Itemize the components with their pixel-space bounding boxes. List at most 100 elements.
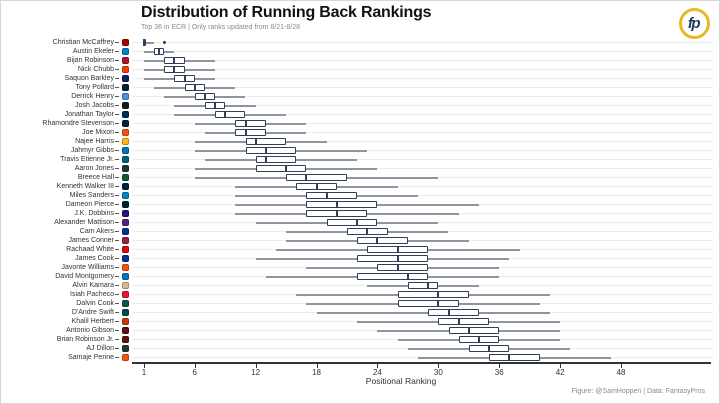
x-axis-line xyxy=(132,362,711,364)
boxplot-row: Christian McCaffrey xyxy=(1,38,719,47)
boxplot-row: Nick Chubb xyxy=(1,65,719,74)
boxplot-row: Alvin Kamara xyxy=(1,281,719,290)
boxplot-plot-area xyxy=(132,173,719,182)
boxplot-plot-area xyxy=(132,326,719,335)
median-line xyxy=(244,129,247,136)
player-label: Rhamondre Stevenson xyxy=(42,120,114,127)
boxplot-row: Jahmyr Gibbs xyxy=(1,146,719,155)
team-logo-icon xyxy=(122,192,129,199)
iqr-box xyxy=(357,255,429,262)
boxplot-row: Rachaad White xyxy=(1,245,719,254)
boxplot-row: D'Andre Swift xyxy=(1,308,719,317)
team-logo-cell xyxy=(119,237,132,244)
boxplot-plot-area xyxy=(132,272,719,281)
iqr-box xyxy=(235,129,266,136)
player-label: Cam Akers xyxy=(79,228,114,235)
team-logo-icon xyxy=(122,102,129,109)
boxplot-plot-area xyxy=(132,200,719,209)
median-line xyxy=(224,111,227,118)
player-label: Brian Robinson Jr. xyxy=(56,336,114,343)
team-logo-cell xyxy=(119,57,132,64)
team-logo-cell xyxy=(119,183,132,190)
team-logo-icon xyxy=(122,282,129,289)
team-logo-icon xyxy=(122,138,129,145)
x-tick-label: 42 xyxy=(555,368,565,377)
x-tick-mark xyxy=(255,363,257,368)
y-tick-mark xyxy=(115,177,119,178)
median-line xyxy=(254,138,257,145)
team-logo-icon xyxy=(122,345,129,352)
player-label: Joe Mixon xyxy=(82,129,114,136)
row-gridline xyxy=(132,141,713,142)
y-tick-mark xyxy=(115,186,119,187)
x-tick-label: 48 xyxy=(616,368,626,377)
boxplot-row: Miles Sanders xyxy=(1,191,719,200)
team-logo-icon xyxy=(122,219,129,226)
team-logo-cell xyxy=(119,210,132,217)
whisker-line xyxy=(144,41,155,44)
team-logo-icon xyxy=(122,129,129,136)
boxplot-plot-area xyxy=(132,263,719,272)
player-label: Dameon Pierce xyxy=(65,201,114,208)
x-tick-mark xyxy=(499,363,501,368)
player-label: Aaron Jones xyxy=(74,165,114,172)
team-logo-icon xyxy=(122,93,129,100)
median-line xyxy=(427,282,430,289)
boxplot-row: James Conner xyxy=(1,236,719,245)
chart-subtitle: Top 36 in ECR | Only ranks updated from … xyxy=(141,24,301,31)
boxplot-plot-area xyxy=(132,137,719,146)
y-tick-mark xyxy=(115,231,119,232)
median-line xyxy=(143,39,145,46)
team-logo-cell xyxy=(119,84,132,91)
iqr-box xyxy=(245,147,297,154)
boxplot-row: Kenneth Walker III xyxy=(1,182,719,191)
team-logo-icon xyxy=(122,66,129,73)
boxplot-row: Bijan Robinson xyxy=(1,56,719,65)
median-line xyxy=(396,264,399,271)
team-logo-icon xyxy=(122,183,129,190)
median-line xyxy=(447,309,450,316)
boxplot-row: Josh Jacobs xyxy=(1,101,719,110)
y-tick-mark xyxy=(115,150,119,151)
team-logo-icon xyxy=(122,309,129,316)
team-logo-icon xyxy=(122,174,129,181)
player-label: Jahmyr Gibbs xyxy=(70,147,114,154)
player-label: Javonte Williams xyxy=(61,264,114,271)
y-tick-mark xyxy=(115,303,119,304)
iqr-box xyxy=(215,111,246,118)
y-tick-mark xyxy=(115,276,119,277)
team-logo-cell xyxy=(119,300,132,307)
median-line xyxy=(173,66,176,73)
row-gridline xyxy=(132,60,713,61)
boxplot-plot-area xyxy=(132,299,719,308)
player-label: AJ Dillon xyxy=(86,345,114,352)
player-label: Josh Jacobs xyxy=(75,102,114,109)
boxplot-plot-area xyxy=(132,344,719,353)
iqr-box xyxy=(255,165,307,172)
boxplot-plot-area xyxy=(132,335,719,344)
player-label: Alexander Mattison xyxy=(54,219,114,226)
median-line xyxy=(325,192,328,199)
team-logo-icon xyxy=(122,156,129,163)
median-line xyxy=(356,219,359,226)
boxplot-plot-area xyxy=(132,281,719,290)
team-logo-cell xyxy=(119,102,132,109)
team-logo-icon xyxy=(122,336,129,343)
x-tick-mark xyxy=(560,363,562,368)
team-logo-icon xyxy=(122,291,129,298)
median-line xyxy=(305,174,308,181)
y-tick-mark xyxy=(115,159,119,160)
iqr-box xyxy=(397,300,459,307)
team-logo-cell xyxy=(119,111,132,118)
player-label: Jonathan Taylor xyxy=(64,111,114,118)
median-line xyxy=(467,327,470,334)
player-label: Najee Harris xyxy=(75,138,114,145)
y-tick-mark xyxy=(115,339,119,340)
team-logo-icon xyxy=(122,111,129,118)
iqr-box xyxy=(286,174,347,181)
boxplot-row: Alexander Mattison xyxy=(1,218,719,227)
y-tick-mark xyxy=(115,330,119,331)
y-tick-mark xyxy=(115,267,119,268)
team-logo-cell xyxy=(119,309,132,316)
boxplot-plot-area xyxy=(132,128,719,137)
